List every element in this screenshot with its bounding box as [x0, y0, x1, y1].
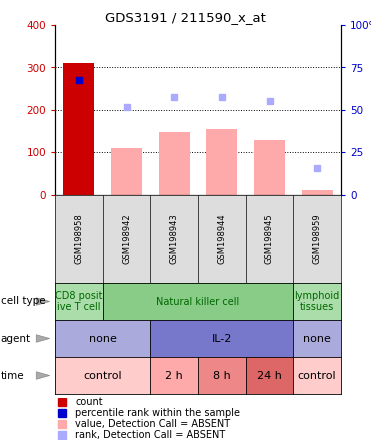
- Text: 8 h: 8 h: [213, 370, 231, 381]
- Bar: [159, 132, 190, 195]
- Text: rank, Detection Call = ABSENT: rank, Detection Call = ABSENT: [75, 429, 225, 440]
- Polygon shape: [36, 372, 50, 379]
- Text: GSM198945: GSM198945: [265, 214, 274, 264]
- Text: GSM198944: GSM198944: [217, 214, 226, 264]
- Text: time: time: [1, 370, 24, 381]
- Text: control: control: [83, 370, 122, 381]
- Text: cell type: cell type: [1, 297, 45, 306]
- Text: percentile rank within the sample: percentile rank within the sample: [75, 408, 240, 418]
- Text: 24 h: 24 h: [257, 370, 282, 381]
- Text: IL-2: IL-2: [211, 333, 232, 344]
- Text: GSM198958: GSM198958: [74, 214, 83, 264]
- Text: GSM198943: GSM198943: [170, 214, 179, 264]
- Bar: [302, 190, 333, 195]
- Bar: [63, 63, 94, 195]
- Polygon shape: [36, 335, 50, 342]
- Text: count: count: [75, 397, 103, 408]
- Polygon shape: [36, 298, 50, 305]
- Text: none: none: [89, 333, 116, 344]
- Text: lymphoid
tissues: lymphoid tissues: [295, 291, 340, 312]
- Text: agent: agent: [1, 333, 31, 344]
- Bar: [206, 129, 237, 195]
- Bar: [63, 63, 94, 195]
- Text: Natural killer cell: Natural killer cell: [156, 297, 240, 306]
- Text: none: none: [303, 333, 331, 344]
- Text: value, Detection Call = ABSENT: value, Detection Call = ABSENT: [75, 419, 230, 429]
- Text: 2 h: 2 h: [165, 370, 183, 381]
- Text: CD8 posit
ive T cell: CD8 posit ive T cell: [55, 291, 103, 312]
- Text: GSM198942: GSM198942: [122, 214, 131, 264]
- Text: control: control: [298, 370, 336, 381]
- Bar: [254, 140, 285, 195]
- Text: GSM198959: GSM198959: [313, 214, 322, 264]
- Text: GDS3191 / 211590_x_at: GDS3191 / 211590_x_at: [105, 11, 266, 24]
- Bar: [111, 148, 142, 195]
